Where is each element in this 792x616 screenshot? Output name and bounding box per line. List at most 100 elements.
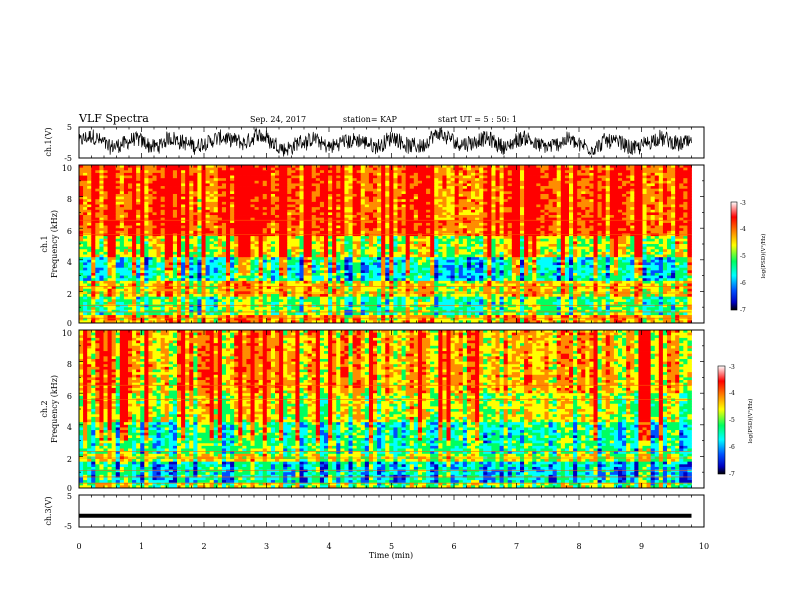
spectrogram-cell bbox=[234, 244, 239, 248]
spectrogram-cell bbox=[107, 283, 113, 287]
spectrogram-cell bbox=[152, 244, 157, 248]
spectrogram-cell bbox=[364, 312, 370, 316]
spectrogram-cell bbox=[201, 296, 206, 300]
spectrogram-cell bbox=[270, 236, 276, 240]
spectrogram-cell bbox=[172, 217, 178, 221]
spectrogram-cell bbox=[238, 193, 243, 197]
spectrogram-cell bbox=[377, 275, 382, 279]
spectrogram-cell bbox=[172, 165, 178, 169]
spectrogram-cell bbox=[168, 228, 174, 232]
spectrogram-cell bbox=[360, 307, 366, 311]
spectrogram-cell bbox=[360, 170, 366, 174]
spectrogram-cell bbox=[377, 217, 382, 221]
spectrogram-cell bbox=[368, 201, 374, 205]
spectrogram-cell bbox=[197, 286, 202, 290]
spectrogram-cell bbox=[119, 275, 125, 279]
spectrogram-cell bbox=[385, 204, 390, 208]
spectrogram-cell bbox=[275, 301, 280, 305]
spectrogram-cell bbox=[140, 209, 145, 213]
spectrogram-cell bbox=[79, 299, 84, 303]
spectrogram-cell bbox=[389, 220, 394, 224]
spectrogram-cell bbox=[242, 315, 247, 319]
spectrogram-cell bbox=[87, 257, 92, 261]
spectrogram-cell bbox=[287, 254, 292, 258]
spectrogram-cell bbox=[397, 254, 402, 258]
spectrogram-cell bbox=[181, 251, 186, 255]
spectrogram-cell bbox=[266, 309, 272, 313]
spectrogram-cell bbox=[238, 278, 243, 282]
spectrogram-cell bbox=[332, 312, 337, 316]
spectrogram-cell bbox=[246, 220, 251, 224]
spectrogram-cell bbox=[230, 222, 235, 226]
spectrogram-cell bbox=[177, 270, 182, 274]
spectrogram-cell bbox=[385, 220, 390, 224]
spectrogram-cell bbox=[181, 209, 186, 213]
spectrogram-cell bbox=[234, 238, 239, 242]
spectrogram-cell bbox=[144, 228, 149, 232]
spectrogram-cell bbox=[115, 251, 121, 255]
spectrogram-cell bbox=[332, 301, 337, 305]
spectrogram-cell bbox=[234, 254, 239, 258]
spectrogram-cell bbox=[352, 180, 358, 184]
spectrogram-cell bbox=[226, 286, 231, 290]
spectrogram-cell bbox=[328, 309, 333, 313]
spectrogram-cell bbox=[132, 209, 137, 213]
spectrogram-cell bbox=[201, 209, 206, 213]
spectrogram-cell bbox=[250, 286, 255, 290]
spectrogram-cell bbox=[332, 294, 337, 298]
spectrogram-cell bbox=[168, 309, 174, 313]
spectrogram-cell bbox=[360, 286, 366, 290]
spectrogram-cell bbox=[234, 217, 239, 221]
spectrogram-cell bbox=[262, 215, 268, 219]
spectrogram-cell bbox=[250, 201, 255, 205]
spectrogram-cell bbox=[340, 183, 345, 187]
spectrogram-cell bbox=[91, 278, 96, 282]
spectrogram-cell bbox=[283, 257, 288, 261]
spectrogram-cell bbox=[226, 272, 231, 276]
spectrogram-cell bbox=[115, 238, 121, 242]
spectrogram-cell bbox=[291, 265, 296, 269]
header-station: station= KAP bbox=[343, 115, 398, 124]
spectrogram-cell bbox=[397, 257, 402, 261]
spectrogram-cell bbox=[381, 212, 386, 216]
spectrogram-cell bbox=[356, 233, 362, 237]
spectrogram-cell bbox=[360, 304, 366, 308]
spectrogram-cell bbox=[132, 178, 137, 182]
spectrogram-cell bbox=[197, 270, 202, 274]
spectrogram-cell bbox=[385, 304, 390, 308]
spectrogram-cell bbox=[348, 233, 353, 237]
spectrogram-cell bbox=[283, 265, 288, 269]
spectrogram-cell bbox=[348, 244, 353, 248]
spectrogram-cell bbox=[201, 225, 206, 229]
spectrogram-cell bbox=[83, 251, 88, 255]
spectrogram-cell bbox=[193, 278, 198, 282]
spectrogram-cell bbox=[103, 175, 108, 179]
spectrogram-cell bbox=[148, 251, 153, 255]
spectrogram-cell bbox=[413, 172, 419, 176]
spectrogram-cell bbox=[246, 307, 251, 311]
spectrogram-cell bbox=[275, 246, 280, 250]
spectrogram-cell bbox=[209, 265, 215, 269]
spectrogram-cell bbox=[328, 238, 333, 242]
spectrogram-cell bbox=[164, 304, 170, 308]
spectrogram-cell bbox=[197, 299, 202, 303]
spectrogram-cell bbox=[340, 278, 345, 282]
spectrogram-cell bbox=[103, 172, 108, 176]
spectrogram-cell bbox=[115, 246, 121, 250]
spectrogram-cell bbox=[213, 201, 219, 205]
spectrogram-cell bbox=[287, 270, 292, 274]
spectrogram-cell bbox=[258, 188, 264, 192]
spectrogram-cell bbox=[111, 262, 117, 266]
spectrogram-cell bbox=[250, 170, 255, 174]
spectrogram-cell bbox=[152, 172, 157, 176]
spectrogram-cell bbox=[413, 207, 419, 211]
spectrogram-cell bbox=[250, 272, 255, 276]
spectrogram-cell bbox=[234, 233, 239, 237]
spectrogram-cell bbox=[307, 244, 313, 248]
spectrogram-cell bbox=[99, 228, 104, 232]
spectrogram-cell bbox=[336, 249, 341, 253]
spectrogram-cell bbox=[164, 265, 170, 269]
spectrogram-cell bbox=[364, 178, 370, 182]
spectrogram-cell bbox=[270, 175, 276, 179]
spectrogram-cell bbox=[209, 262, 215, 266]
